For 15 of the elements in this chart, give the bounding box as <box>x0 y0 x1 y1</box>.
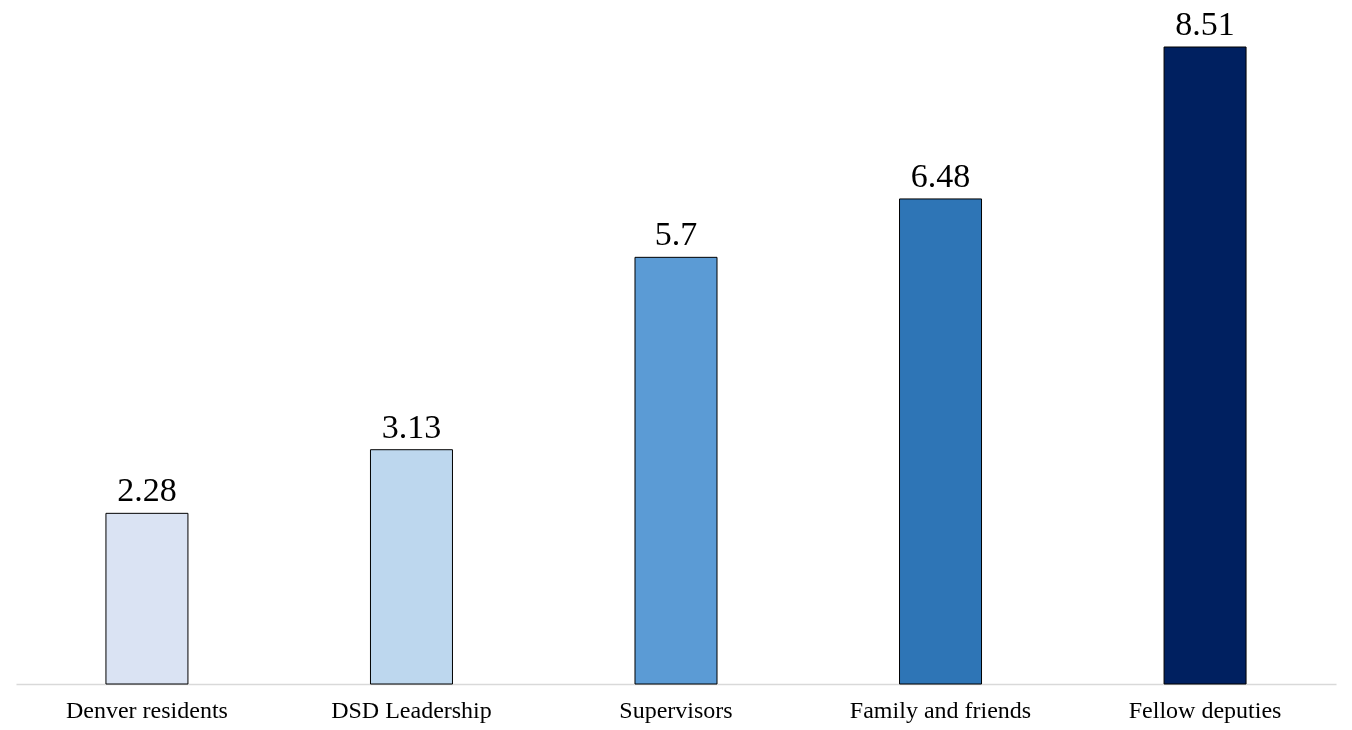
x-tick-label: Fellow deputies <box>1128 696 1282 723</box>
bar <box>105 512 189 685</box>
x-tick-label: DSD Leadership <box>331 696 492 723</box>
x-tick-label: Supervisors <box>619 696 733 723</box>
x-tick-label: Family and friends <box>849 696 1032 723</box>
data-label: 2.28 <box>117 471 177 509</box>
data-label: 3.13 <box>381 407 442 445</box>
x-tick-label: Denver residents <box>65 696 228 723</box>
data-label: 8.51 <box>1175 5 1235 42</box>
bar <box>369 449 453 685</box>
data-label: 6.48 <box>910 156 971 194</box>
bar <box>1163 46 1247 685</box>
data-label: 5.7 <box>654 215 698 253</box>
bar <box>634 256 718 685</box>
bar <box>899 198 983 685</box>
